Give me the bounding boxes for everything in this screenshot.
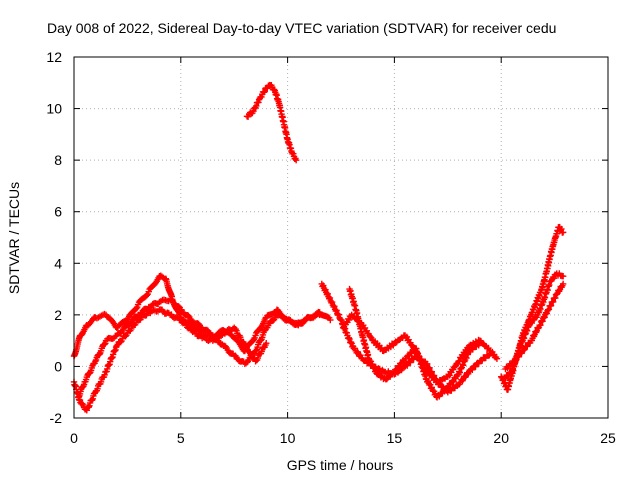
data-point: [195, 320, 202, 328]
data-point: [122, 333, 129, 340]
data-point: [439, 383, 446, 390]
x-axis-label: GPS time / hours: [287, 457, 394, 473]
y-tick-label: -2: [50, 410, 63, 426]
y-tick-label: 0: [54, 358, 62, 374]
data-point: [292, 156, 300, 164]
data-point: [552, 294, 559, 302]
data-point: [504, 372, 511, 380]
y-tick-label: 2: [54, 307, 62, 323]
data-point: [270, 86, 278, 93]
ticks-layer: [73, 56, 609, 419]
data-point: [559, 229, 567, 236]
data-point: [167, 295, 175, 303]
x-tick-label: 25: [600, 430, 616, 446]
data-point: [117, 338, 124, 346]
data-point: [417, 356, 424, 363]
data-point: [530, 332, 537, 339]
x-tick-label: 5: [177, 430, 185, 446]
data-point: [535, 325, 542, 332]
data-point: [185, 312, 192, 319]
data-point: [431, 375, 439, 382]
data-point: [261, 88, 268, 95]
data-point: [346, 335, 353, 343]
data-point: [410, 356, 417, 363]
y-axis-label: SDTVAR / TECUs: [6, 182, 22, 294]
data-point: [512, 357, 520, 364]
data-point: [331, 303, 338, 310]
data-point: [143, 292, 151, 299]
data-point: [428, 368, 435, 375]
data-point: [175, 303, 182, 310]
data-point: [418, 359, 426, 366]
y-tick-labels: -2 0 2 4 6 8 10 12: [46, 49, 62, 426]
data-point: [367, 358, 375, 365]
data-point: [541, 314, 548, 321]
x-tick-label: 0: [70, 430, 78, 446]
x-tick-label: 10: [280, 430, 296, 446]
data-point: [441, 388, 448, 395]
data-point: [416, 353, 423, 360]
data-point: [316, 311, 323, 319]
data-point: [326, 294, 334, 302]
data-point: [253, 102, 260, 110]
data-point: [515, 353, 522, 361]
data-point: [94, 385, 101, 392]
data-point: [549, 298, 557, 306]
data-point: [558, 225, 565, 233]
data-point: [545, 306, 553, 313]
points-layer: [70, 81, 567, 414]
data-point: [404, 362, 411, 369]
data-point: [383, 375, 391, 383]
data-point: [547, 302, 555, 309]
data-point: [337, 316, 344, 323]
data-point: [524, 343, 531, 350]
x-tick-labels: 0 5 10 15 20 25: [70, 430, 616, 446]
data-point: [96, 350, 103, 358]
y-tick-label: 10: [46, 101, 62, 117]
data-point: [559, 272, 567, 280]
data-point: [335, 311, 342, 318]
data-point: [537, 321, 544, 329]
plot-frame: [73, 56, 609, 419]
x-tick-label: 20: [493, 430, 509, 446]
chart-title: Day 008 of 2022, Sidereal Day-to-day VTE…: [47, 20, 556, 36]
data-point: [472, 363, 479, 370]
data-point: [79, 400, 86, 407]
grid-layer: [74, 57, 608, 418]
data-point: [221, 330, 229, 337]
data-point: [333, 307, 340, 314]
data-point: [101, 371, 108, 379]
y-tick-label: 6: [54, 204, 62, 220]
data-point: [255, 99, 262, 106]
data-point: [493, 355, 501, 362]
y-tick-label: 12: [46, 49, 62, 65]
data-point: [263, 340, 270, 347]
data-point: [133, 305, 140, 312]
data-point: [327, 316, 334, 324]
data-point: [345, 334, 353, 342]
data-point: [424, 360, 431, 368]
data-point: [328, 298, 336, 306]
data-point: [101, 341, 108, 348]
data-point: [97, 378, 105, 386]
data-point: [348, 340, 355, 347]
data-point: [324, 290, 331, 297]
x-tick-label: 15: [387, 430, 403, 446]
data-point: [396, 363, 403, 371]
y-tick-label: 8: [54, 152, 62, 168]
data-point: [469, 366, 476, 373]
data-point: [347, 338, 355, 346]
data-point: [532, 328, 539, 335]
data-point: [539, 318, 546, 325]
y-tick-label: 4: [54, 255, 62, 271]
data-point: [92, 358, 99, 365]
data-point: [559, 280, 567, 288]
data-point: [407, 359, 414, 366]
